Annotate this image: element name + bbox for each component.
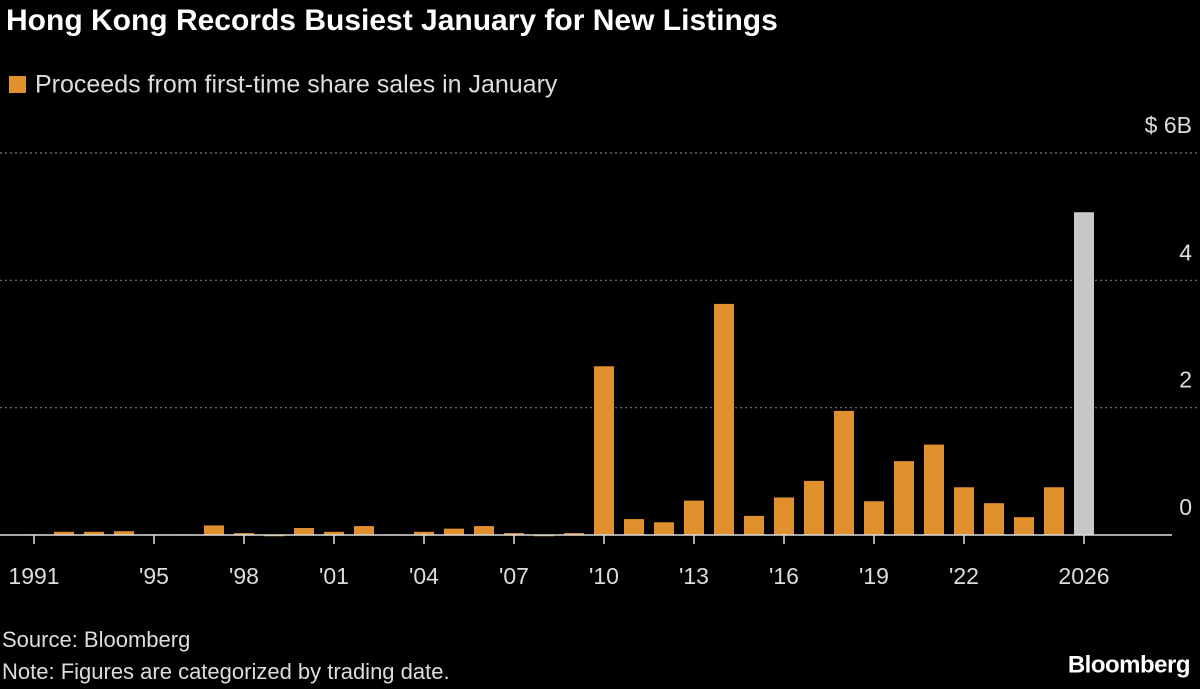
x-tick-label: '13: [679, 563, 709, 589]
bar: [744, 515, 764, 535]
bar: [54, 531, 74, 535]
bar: [474, 526, 494, 535]
bar: [564, 533, 584, 535]
bar: [714, 303, 734, 535]
bar: [1044, 487, 1064, 535]
legend-swatch: [9, 76, 26, 93]
bar: [624, 519, 644, 535]
bar: [204, 525, 224, 535]
x-tick-label: '98: [229, 563, 259, 589]
bar: [954, 487, 974, 535]
brand: Bloomberg: [1068, 651, 1190, 678]
y-tick-label: 4: [1179, 239, 1192, 265]
bar: [684, 500, 704, 535]
source: Source: Bloomberg: [2, 627, 190, 652]
bar: [1014, 517, 1034, 535]
bar: [654, 522, 674, 535]
chart-title: Hong Kong Records Busiest January for Ne…: [6, 4, 778, 37]
x-tick-label: '01: [319, 563, 349, 589]
bar: [234, 533, 254, 535]
x-tick-label: '22: [949, 563, 979, 589]
bar: [294, 527, 314, 535]
bar: [444, 528, 464, 535]
bar: [864, 501, 884, 535]
bar: [354, 526, 374, 535]
note: Note: Figures are categorized by trading…: [2, 659, 450, 684]
x-tick-label: '19: [859, 563, 889, 589]
bar: [834, 410, 854, 535]
bar: [324, 531, 344, 535]
x-tick-label: '16: [769, 563, 799, 589]
x-tick-label: '10: [589, 563, 619, 589]
bar: [84, 531, 104, 535]
bar: [504, 533, 524, 535]
bar: [774, 497, 794, 535]
x-tick-label: '95: [139, 563, 169, 589]
legend-label: Proceeds from first-time share sales in …: [35, 71, 558, 99]
bar: [1074, 212, 1094, 535]
bar: [414, 531, 434, 535]
bar: [804, 480, 824, 535]
x-tick-label: 1991: [8, 563, 59, 589]
bar: [594, 366, 614, 535]
x-tick-label: '04: [409, 563, 439, 589]
bar: [894, 461, 914, 535]
x-tick-label: 2026: [1058, 563, 1109, 589]
bar: [114, 531, 134, 535]
bar: [924, 444, 944, 535]
bar: [984, 503, 1004, 535]
y-tick-label: $ 6B: [1145, 112, 1192, 138]
y-tick-label: 2: [1179, 367, 1192, 393]
x-tick-label: '07: [499, 563, 529, 589]
y-tick-label: 0: [1179, 494, 1192, 520]
